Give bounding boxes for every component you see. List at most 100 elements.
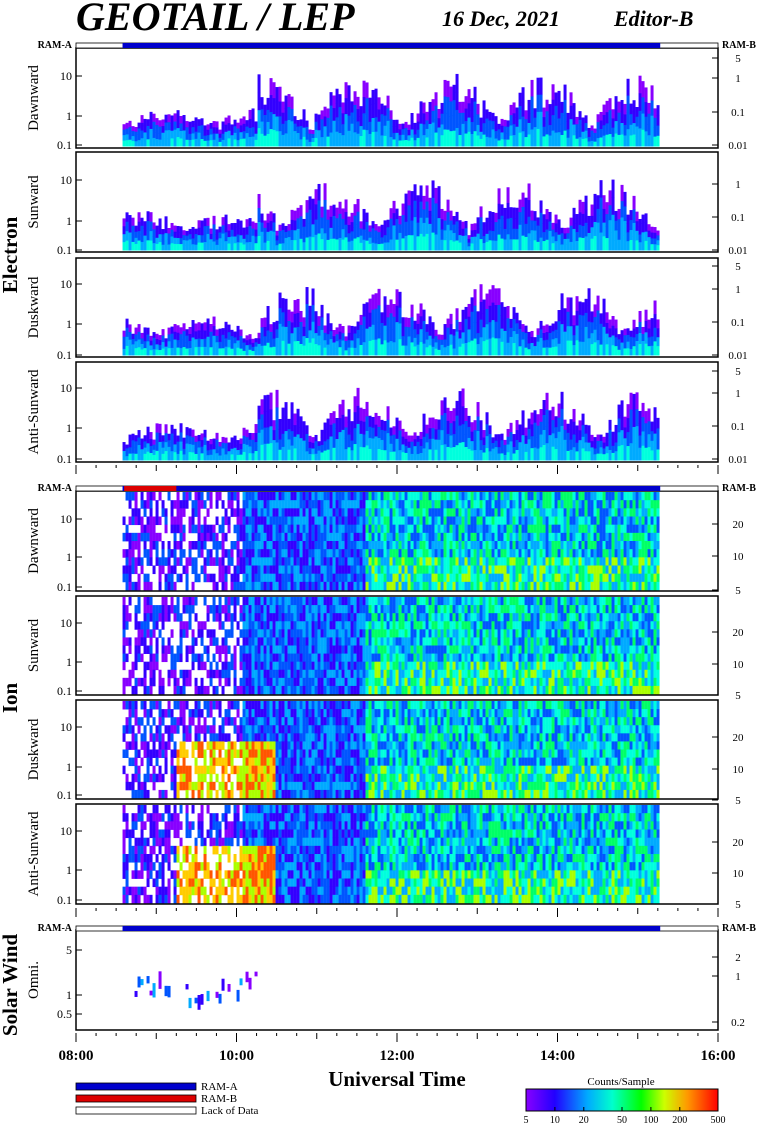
left-tick-label: 5 [66,943,72,957]
right-tick-label: 5 [735,690,741,702]
left-tick-label: 1 [66,863,72,877]
colorbar-tick-label: 50 [617,1115,627,1126]
right-tick-label: 5 [735,795,741,807]
right-tick-label: 0.01 [728,245,747,257]
left-tick-label: 0.1 [57,348,72,362]
spectrogram-panel-3 [122,387,660,461]
panel-frame-6 [75,699,719,800]
group-label-ion: Ion [0,683,22,714]
right-tick-label: 20 [733,627,745,639]
right-tick-label: 0.01 [728,350,747,362]
ram-a-segment [122,43,661,48]
ram-b-segment [124,486,177,491]
left-tick-label: 0.1 [57,138,72,152]
panel-label-6: Duskward [26,718,42,780]
right-tick-label: 0.01 [728,140,747,152]
right-tick-label: 20 [733,837,745,849]
ram-status-bars: RAM-A RAM-B RAM-A RAM-B RAM-A RAM-B [38,40,757,934]
right-tick-label: 0.1 [731,317,745,329]
ram-label-left: RAM-A [38,923,73,934]
left-tick-label: 0.1 [57,452,72,466]
legend-label-ram-b: RAM-B [201,1093,237,1105]
time-tick-label: 10:00 [219,1048,254,1064]
date-label: 16 Dec, 2021 [442,6,560,31]
colorbar-tick-label: 500 [711,1115,726,1126]
left-tick-label: 0.1 [57,243,72,257]
left-tick-label: 10 [60,69,72,83]
spectrogram-panel-5 [122,597,660,695]
panel-label-5: Sunward [26,618,42,672]
right-tick-label: 1 [735,971,741,983]
right-tick-label: 1 [735,179,741,191]
left-tick-label: 0.1 [57,580,72,594]
colorbar-tick-label: 100 [643,1115,658,1126]
left-tick-label: 0.1 [57,893,72,907]
right-tick-label: 0.1 [731,107,745,119]
right-tick-label: 0.1 [731,212,745,224]
time-axis: 08:00 10:00 12:00 14:00 16:00 [59,465,736,1064]
main-title: GEOTAIL / LEP [76,0,355,39]
panel-label-2: Duskward [26,276,42,338]
colorbar-tick-label: 5 [524,1115,529,1126]
left-tick-label: 1 [66,109,72,123]
ram-label-right: RAM-B [722,483,756,494]
group-label-electron: Electron [0,216,22,293]
time-tick-label: 14:00 [540,1048,575,1064]
panel-label-3: Anti-Sunward [26,369,42,454]
left-tick-label: 1 [66,421,72,435]
left-tick-label: 0.1 [57,684,72,698]
right-tick-label: 20 [733,519,745,531]
spectrogram-panel-2 [122,284,660,356]
ram-label-left: RAM-A [38,40,73,51]
right-tick-label: 0.01 [728,454,747,466]
right-tick-label: 0.1 [731,421,745,433]
right-tick-label: 10 [733,659,745,671]
editor-label: Editor-B [613,6,693,31]
legend-swatch-lack-of-data [75,1106,197,1115]
ram-a-segment [122,486,661,491]
panel-frame-7 [75,803,719,905]
panel-frame-5 [75,595,719,696]
left-tick-label: 10 [60,173,72,187]
spectrogram-layer [122,73,660,1010]
right-tick-label: 1 [735,73,741,85]
spectrogram-panel-7 [122,805,660,904]
right-tick-label: 10 [733,868,745,880]
right-tick-label: 5 [735,53,741,65]
spectrogram-panel-6 [122,701,660,799]
legend-swatch-ram-b [75,1094,197,1103]
right-tick-label: 5 [735,366,741,378]
panel-frame-2 [75,257,719,358]
left-tick-label: 10 [60,720,72,734]
right-tick-label: 5 [735,899,741,911]
colorbar-tick-label: 10 [550,1115,560,1126]
left-tick-label: 10 [60,512,72,526]
spectrogram-panel-8 [134,971,258,1010]
colorbar-ticks: 5 10 20 50 100 200 500 [524,1107,726,1126]
legend-label-lack-of-data: Lack of Data [201,1105,259,1117]
panel-label-4: Dawnward [26,508,42,574]
right-tick-label: 5 [735,585,741,597]
left-tick-label: 1 [66,655,72,669]
panel-frame-8 [75,929,719,1031]
left-tick-label: 10 [60,277,72,291]
panel-label-7: Anti-Sunward [26,811,42,896]
right-tick-label: 2 [735,952,741,964]
panel-label-1: Sunward [26,175,42,229]
left-tick-label: 0.5 [57,1007,72,1021]
spectrogram-panel-4 [122,492,660,591]
right-tick-label: 1 [735,284,741,296]
left-tick-label: 10 [60,824,72,838]
time-tick-label: 16:00 [701,1048,736,1064]
colorbar-label: Counts/Sample [587,1076,654,1088]
ram-label-right: RAM-B [722,923,756,934]
colorbar-tick-label: 200 [672,1115,687,1126]
left-tick-label: 1 [66,988,72,1002]
right-tick-label: 0.2 [731,1017,745,1029]
panel-label-0: Dawnward [26,65,42,131]
panel-frame-3 [75,361,719,463]
left-tick-label: 10 [60,616,72,630]
right-tick-label: 1 [735,388,741,400]
spectrogram-panel-0 [122,73,660,147]
ram-label-right: RAM-B [722,40,756,51]
